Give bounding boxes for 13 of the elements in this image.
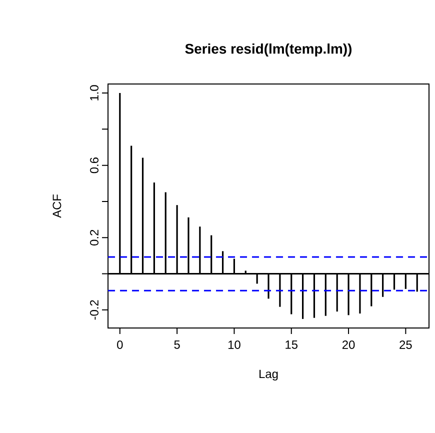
x-tick-label: 20: [342, 340, 355, 349]
x-axis-title: Lag: [260, 370, 278, 381]
y-tick-label: 0.6: [90, 158, 98, 174]
x-tick-label: 5: [174, 340, 180, 349]
x-tick-label: 25: [400, 340, 412, 349]
y-tick-label: 1.0: [90, 85, 98, 100]
x-tick-label: 15: [286, 340, 298, 349]
y-tick-label: 0.2: [90, 230, 98, 246]
x-tick-label: 10: [228, 340, 240, 349]
x-tick-label: 0: [117, 340, 123, 349]
chart-title: Series resid(lm(temp.lm)): [185, 43, 352, 56]
y-axis-title: ACF: [52, 194, 62, 218]
y-tick-label: -0.2: [90, 300, 98, 320]
